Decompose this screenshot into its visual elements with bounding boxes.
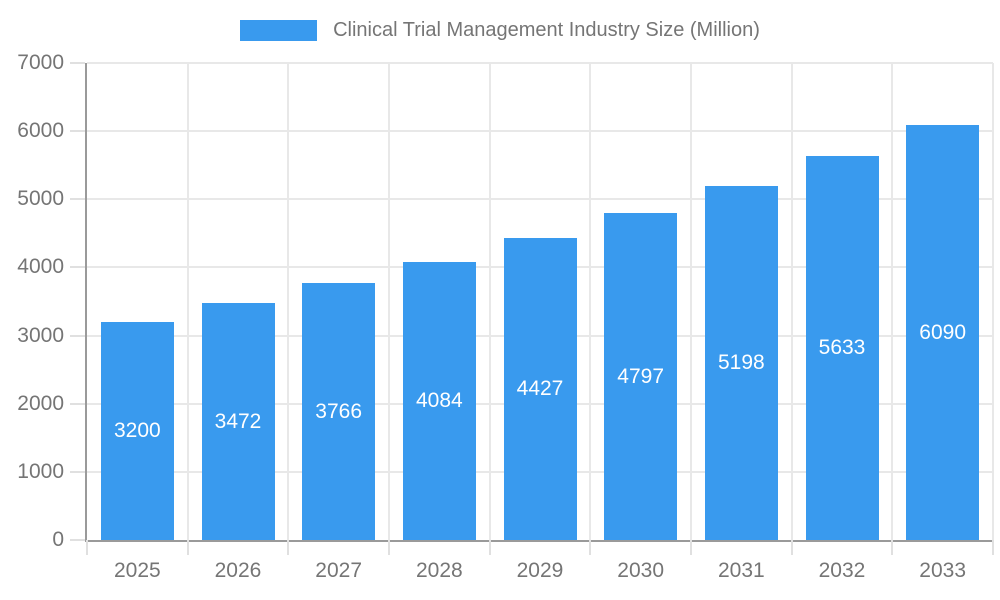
bar-value-label: 5633 [818,336,866,360]
v-gridline [589,63,592,540]
v-gridline [488,63,491,540]
bar-value-label: 4797 [617,364,665,388]
y-axis-label: 7000 [17,51,64,74]
y-axis-label: 1000 [17,459,64,483]
x-axis-label: 2025 [113,559,161,582]
x-axis-tick [86,540,88,555]
bar[interactable]: 4084 [402,261,476,540]
x-axis-label: 2031 [717,559,765,582]
v-gridline [186,63,189,540]
x-axis-label: 2029 [516,559,564,582]
x-axis-label: 2030 [617,559,665,582]
legend: Clinical Trial Management Industry Size … [0,16,1000,44]
x-axis-tick [790,540,793,555]
y-axis-tick [70,62,85,64]
v-gridline [992,63,994,540]
h-gridline [87,198,993,201]
x-axis-tick [287,540,290,555]
y-axis-line [85,63,87,540]
x-axis-label: 2027 [315,559,363,582]
y-axis-tick [70,334,85,337]
legend-item[interactable]: Clinical Trial Management Industry Size … [240,19,760,42]
legend-label: Clinical Trial Management Industry Size … [333,18,760,41]
x-axis-label: 2033 [919,559,967,582]
bar-value-label: 4084 [415,388,463,412]
h-gridline [87,130,993,133]
y-axis-tick [70,130,85,133]
bar[interactable]: 4797 [604,213,678,540]
bar-value-label: 4427 [516,377,564,401]
bar[interactable]: 6090 [906,125,980,540]
plot-area: 0 1000 2000 3000 4000 5000 6000 7000 3200 2025 347… [17,51,994,582]
legend-swatch-icon [240,19,318,41]
v-gridline [287,63,290,540]
bar[interactable]: 3200 [100,321,174,540]
bar-value-label: 5198 [717,350,765,374]
y-axis-label: 5000 [17,187,64,211]
x-axis-tick [186,540,189,555]
bar-value-label: 3766 [315,399,363,423]
y-axis-tick [70,539,85,541]
y-axis-label: 6000 [17,119,64,143]
x-axis-tick [891,540,894,555]
y-axis-label: 0 [52,528,64,551]
y-axis-label: 2000 [17,391,64,415]
y-axis-tick [70,470,85,473]
x-axis-label: 2032 [818,559,866,582]
bar-value-label: 3472 [214,409,262,433]
bar[interactable]: 3472 [201,303,275,540]
v-gridline [891,63,894,540]
y-axis-tick [70,402,85,405]
bar-value-label: 3200 [113,418,161,442]
v-gridline [790,63,793,540]
bar[interactable]: 5633 [805,156,879,540]
x-axis-line [85,540,993,542]
y-axis-tick [70,198,85,201]
x-axis-label: 2028 [415,559,463,582]
h-gridline [87,62,993,64]
v-gridline [388,63,390,540]
y-axis-tick [70,266,85,269]
x-axis-tick [488,540,491,555]
x-axis-tick [690,540,692,555]
x-axis-tick [992,540,994,555]
x-axis-label: 2026 [214,559,262,582]
x-axis-tick [388,540,390,555]
bar[interactable]: 3766 [302,283,376,540]
v-gridline [690,63,692,540]
bar[interactable]: 5198 [704,185,778,540]
y-axis-label: 3000 [17,323,64,347]
y-axis-label: 4000 [17,255,64,279]
x-axis-tick [589,540,592,555]
bar-value-label: 6090 [919,320,967,344]
bar[interactable]: 4427 [503,238,577,540]
